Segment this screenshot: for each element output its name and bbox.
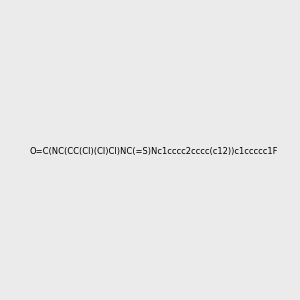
Text: O=C(NC(CC(Cl)(Cl)Cl)NC(=S)Nc1cccc2cccc(c12))c1ccccc1F: O=C(NC(CC(Cl)(Cl)Cl)NC(=S)Nc1cccc2cccc(c… [29, 147, 278, 156]
